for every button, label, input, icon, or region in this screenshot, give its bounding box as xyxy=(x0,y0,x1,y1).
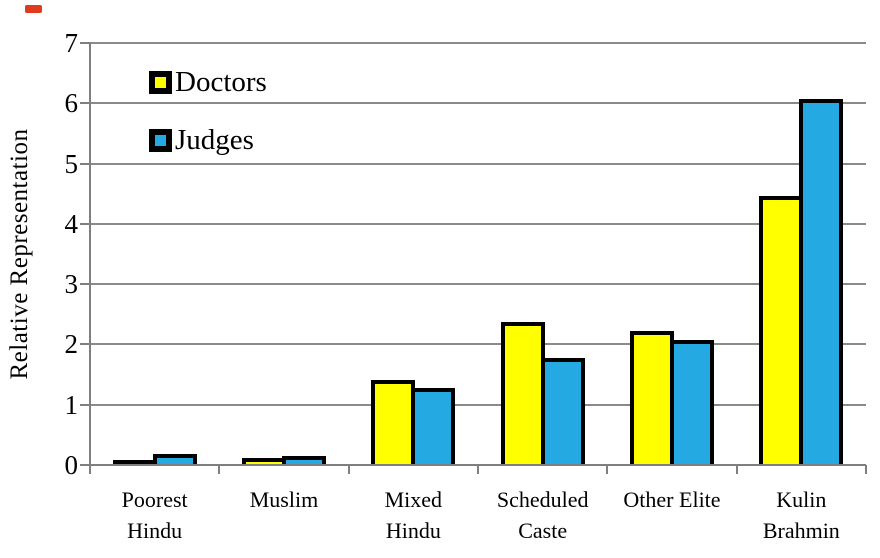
x-label-muslim: Muslim xyxy=(249,487,319,512)
legend-marker-judges xyxy=(149,129,172,152)
bar-judges-mixed-hindu xyxy=(411,388,455,465)
y-tick-2 xyxy=(80,343,90,346)
legend-entry-judges: Judges xyxy=(149,126,254,155)
x-label-kulin-brahmin: Kulin Brahmin xyxy=(762,487,840,543)
gridline-3 xyxy=(90,283,866,286)
y-tick-4 xyxy=(80,222,90,225)
legend-entry-doctors: Doctors xyxy=(149,68,267,97)
y-tick-5 xyxy=(80,162,90,165)
y-tick-label-2: 2 xyxy=(64,329,79,360)
y-tick-0 xyxy=(80,464,90,466)
x-label-other-elite: Other Elite xyxy=(623,487,721,512)
y-tick-label-4: 4 xyxy=(64,208,79,239)
bar-doctors-scheduled-caste xyxy=(501,322,545,465)
y-tick-label-5: 5 xyxy=(64,148,79,179)
y-tick-6 xyxy=(80,102,90,105)
x-tick-0 xyxy=(89,465,91,474)
bar-doctors-kulin-brahmin xyxy=(759,196,803,465)
x-axis-line xyxy=(90,464,866,466)
x-tick-1 xyxy=(218,465,221,474)
bar-judges-kulin-brahmin xyxy=(799,99,843,465)
gridline-6 xyxy=(90,102,866,105)
y-axis-title: Relative Representation xyxy=(6,128,33,380)
x-tick-3 xyxy=(477,465,479,474)
bar-judges-poorest-hindu xyxy=(153,454,197,465)
gridline-1 xyxy=(90,403,866,406)
bar-judges-muslim xyxy=(282,456,326,465)
bar-doctors-other-elite xyxy=(630,331,674,465)
x-tick-5 xyxy=(735,465,738,474)
y-tick-label-7: 7 xyxy=(64,28,79,58)
bar-judges-scheduled-caste xyxy=(541,358,585,465)
bar-doctors-mixed-hindu xyxy=(371,380,415,465)
legend-label-doctors: Doctors xyxy=(175,66,267,98)
x-tick-4 xyxy=(606,465,609,474)
red-corner-mark xyxy=(25,5,42,13)
y-tick-label-6: 6 xyxy=(64,88,79,119)
x-tick-6 xyxy=(865,465,867,474)
x-label-scheduled-caste: Scheduled Caste xyxy=(496,487,589,543)
x-label-poorest-hindu: Poorest Hindu xyxy=(121,487,188,543)
y-tick-label-0: 0 xyxy=(64,450,79,480)
y-axis-line xyxy=(89,43,91,465)
gridline-4 xyxy=(90,222,866,225)
x-tick-2 xyxy=(347,465,350,474)
bar-judges-other-elite xyxy=(670,340,714,465)
y-tick-3 xyxy=(80,283,90,286)
y-tick-label-1: 1 xyxy=(64,389,79,420)
y-tick-1 xyxy=(80,403,90,406)
legend-label-judges: Judges xyxy=(175,124,254,156)
y-tick-7 xyxy=(80,42,90,44)
x-label-mixed-hindu: Mixed Hindu xyxy=(384,487,443,543)
gridline-5 xyxy=(90,162,866,165)
legend-marker-doctors xyxy=(149,71,172,94)
gridline-7 xyxy=(90,42,866,44)
gridline-2 xyxy=(90,343,866,346)
y-tick-label-3: 3 xyxy=(64,269,79,300)
